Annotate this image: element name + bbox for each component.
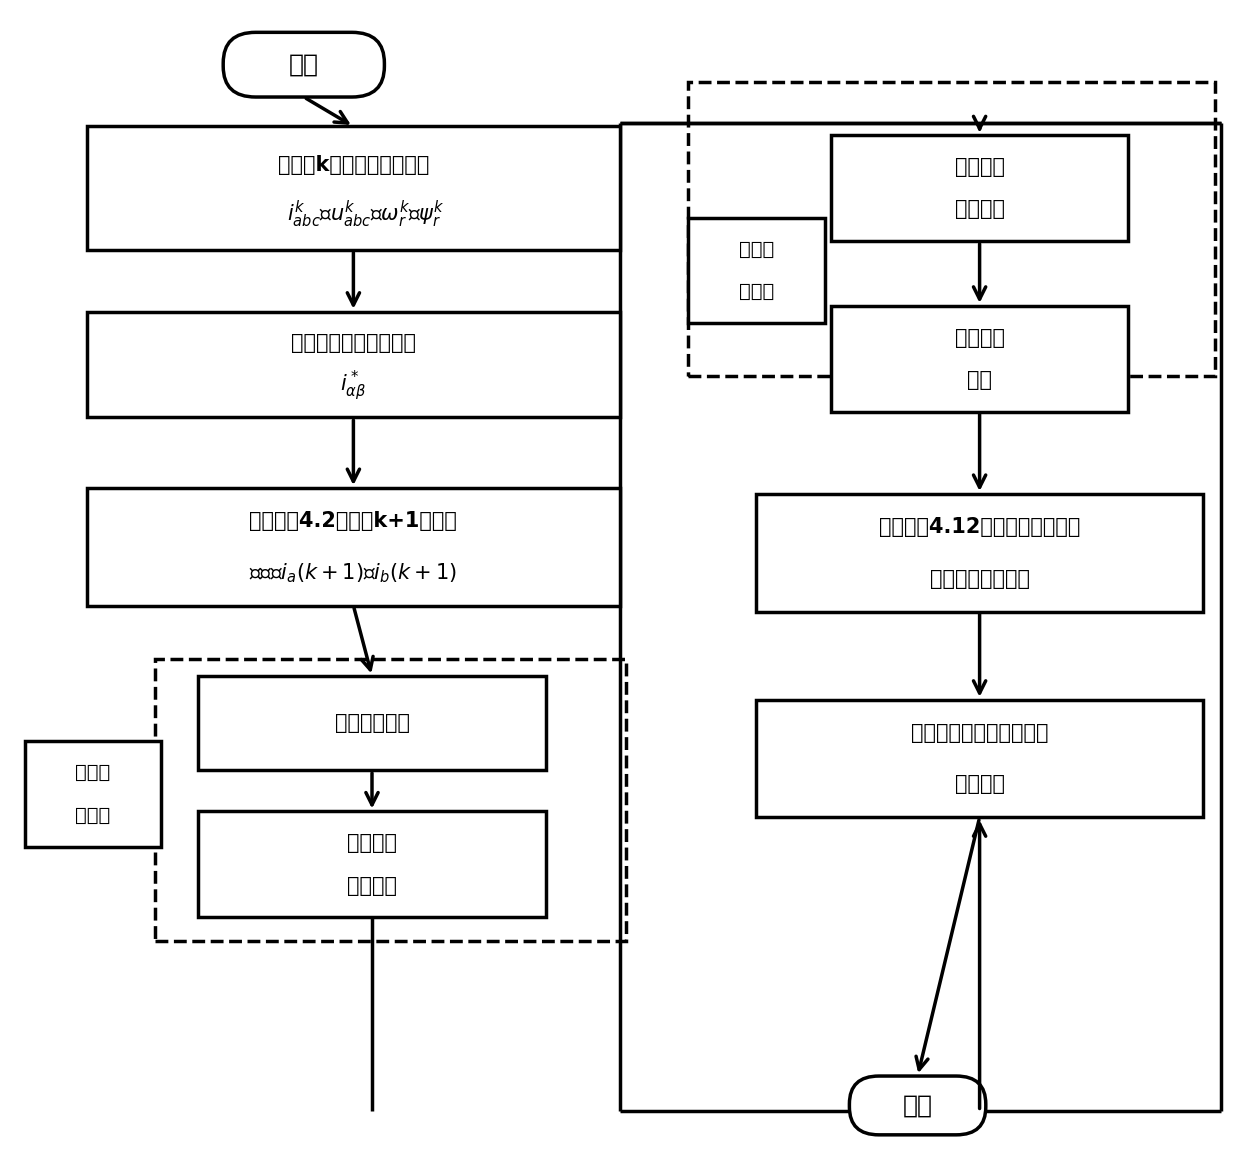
- Text: 对系统k时刻的状态采样：: 对系统k时刻的状态采样：: [278, 154, 429, 175]
- FancyBboxPatch shape: [223, 33, 384, 98]
- Text: 平衡控制: 平衡控制: [955, 199, 1004, 220]
- Text: 零序电流抑制: 零序电流抑制: [335, 713, 409, 734]
- FancyBboxPatch shape: [831, 306, 1128, 412]
- Text: $i^*_{\alpha\beta}$: $i^*_{\alpha\beta}$: [340, 368, 367, 403]
- FancyBboxPatch shape: [87, 127, 620, 250]
- FancyBboxPatch shape: [688, 218, 825, 323]
- Text: 权重因: 权重因: [739, 240, 774, 259]
- FancyBboxPatch shape: [87, 312, 620, 417]
- Text: $i^k_{abc}$、$u^k_{abc}$、$\omega^k_r$、$\psi^k_r$: $i^k_{abc}$、$u^k_{abc}$、$\omega^k_r$、$\p…: [288, 199, 444, 229]
- FancyBboxPatch shape: [198, 811, 546, 917]
- Text: 根据式（4.12）选取最佳开关状: 根据式（4.12）选取最佳开关状: [879, 516, 1080, 537]
- Text: 结束: 结束: [903, 1094, 932, 1117]
- Text: 电压矢: 电压矢: [76, 763, 110, 782]
- FancyBboxPatch shape: [198, 676, 546, 770]
- Text: 将开关信号作用于开绕组: 将开关信号作用于开绕组: [911, 722, 1048, 743]
- Text: 量筛选: 量筛选: [76, 806, 110, 824]
- Text: 电压越级: 电压越级: [347, 833, 397, 854]
- Text: 跳变控制: 跳变控制: [347, 875, 397, 896]
- FancyBboxPatch shape: [756, 494, 1203, 612]
- FancyBboxPatch shape: [849, 1076, 986, 1135]
- FancyBboxPatch shape: [831, 135, 1128, 241]
- Text: 感应电机: 感应电机: [955, 774, 1004, 795]
- Text: 测值：$i_a(k+1)$、$i_b(k+1)$: 测值：$i_a(k+1)$、$i_b(k+1)$: [249, 561, 458, 584]
- Text: 开关频率: 开关频率: [955, 327, 1004, 348]
- Text: 抑制: 抑制: [967, 369, 992, 390]
- Text: 控制目标给定值计算：: 控制目标给定值计算：: [291, 333, 415, 354]
- FancyBboxPatch shape: [756, 700, 1203, 817]
- Text: 态：价值函数最小: 态：价值函数最小: [930, 568, 1029, 589]
- Text: 中点电位: 中点电位: [955, 156, 1004, 178]
- Text: 根据式（4.2）计算k+1时刻预: 根据式（4.2）计算k+1时刻预: [249, 510, 458, 532]
- Text: 子设计: 子设计: [739, 282, 774, 301]
- FancyBboxPatch shape: [87, 488, 620, 606]
- Text: 开始: 开始: [289, 53, 319, 76]
- FancyBboxPatch shape: [25, 741, 161, 847]
